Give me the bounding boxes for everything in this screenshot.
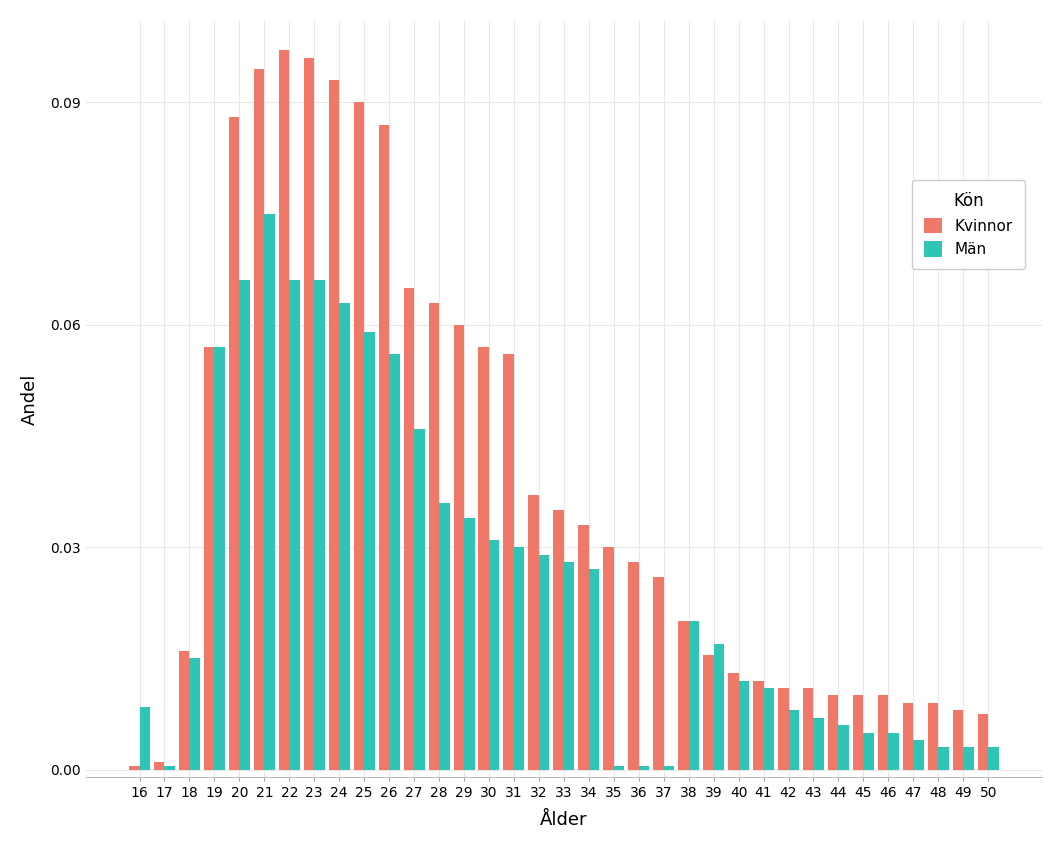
Bar — [713, 643, 724, 769]
Bar — [528, 496, 539, 769]
Bar — [389, 354, 400, 769]
Bar — [189, 659, 200, 769]
Bar — [889, 733, 899, 769]
X-axis label: Ålder: Ålder — [540, 811, 588, 829]
Bar — [478, 347, 489, 769]
Bar — [813, 717, 824, 769]
Bar — [354, 102, 365, 769]
Bar — [753, 681, 763, 769]
Bar — [853, 695, 863, 769]
Bar — [239, 280, 250, 769]
Bar — [554, 510, 563, 769]
Bar — [365, 332, 374, 769]
Bar — [963, 747, 974, 769]
Bar — [628, 562, 639, 769]
Bar — [789, 711, 799, 769]
Bar — [289, 280, 300, 769]
Bar — [589, 570, 600, 769]
Bar — [328, 80, 339, 769]
Bar — [428, 303, 439, 769]
Bar — [179, 651, 189, 769]
Bar — [439, 502, 450, 769]
Bar — [939, 747, 949, 769]
Bar — [454, 325, 465, 769]
Bar — [902, 703, 913, 769]
Bar — [828, 695, 839, 769]
Bar — [415, 428, 424, 769]
Bar — [139, 706, 150, 769]
Bar — [978, 714, 989, 769]
Bar — [404, 288, 415, 769]
Bar — [678, 621, 689, 769]
Bar — [563, 562, 574, 769]
Bar — [279, 50, 289, 769]
Bar — [863, 733, 874, 769]
Bar — [204, 347, 215, 769]
Bar — [265, 213, 275, 769]
Bar — [839, 725, 849, 769]
Bar — [129, 766, 139, 769]
Bar — [304, 58, 315, 769]
Bar — [315, 280, 324, 769]
Bar — [378, 125, 389, 769]
Bar — [513, 547, 524, 769]
Bar — [229, 117, 239, 769]
Bar — [215, 347, 225, 769]
Bar — [728, 673, 739, 769]
Bar — [952, 711, 963, 769]
Bar — [154, 762, 165, 769]
Y-axis label: Andel: Andel — [21, 373, 39, 425]
Bar — [803, 688, 813, 769]
Bar — [489, 540, 500, 769]
Bar — [739, 681, 749, 769]
Bar — [928, 703, 939, 769]
Bar — [654, 577, 663, 769]
Bar — [604, 547, 613, 769]
Bar — [663, 766, 674, 769]
Bar — [613, 766, 624, 769]
Bar — [689, 621, 699, 769]
Bar — [639, 766, 649, 769]
Legend: Kvinnor, Män: Kvinnor, Män — [912, 179, 1025, 269]
Bar — [763, 688, 774, 769]
Bar — [339, 303, 350, 769]
Bar — [465, 518, 474, 769]
Bar — [578, 525, 589, 769]
Bar — [778, 688, 789, 769]
Bar — [165, 766, 175, 769]
Bar — [254, 69, 265, 769]
Bar — [989, 747, 998, 769]
Bar — [539, 554, 550, 769]
Bar — [703, 654, 713, 769]
Bar — [878, 695, 889, 769]
Bar — [913, 740, 924, 769]
Bar — [504, 354, 513, 769]
